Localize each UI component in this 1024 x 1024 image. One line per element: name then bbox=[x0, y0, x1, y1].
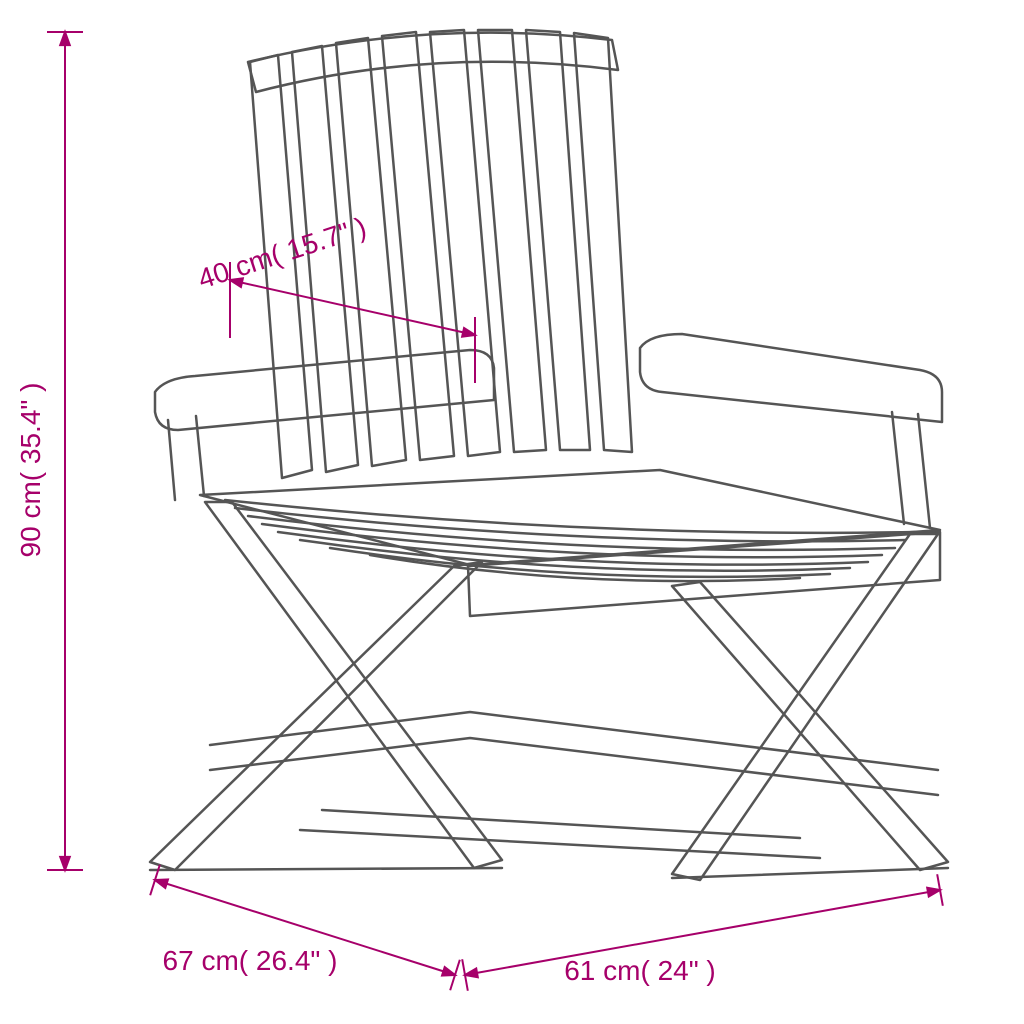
dimension-width: 61 cm( 24" ) bbox=[462, 874, 943, 990]
dimension-depth: 67 cm( 26.4" ) bbox=[150, 865, 460, 991]
dimension-depth-label: 67 cm( 26.4" ) bbox=[163, 945, 338, 976]
dimension-seat-width-label: 40 cm( 15.7" ) bbox=[194, 211, 370, 295]
dimension-width-label: 61 cm( 24" ) bbox=[564, 955, 716, 986]
dimension-seat-width: 40 cm( 15.7" ) bbox=[194, 211, 475, 383]
dimension-height: 90 cm( 35.4" ) bbox=[15, 32, 83, 870]
dimension-height-label: 90 cm( 35.4" ) bbox=[15, 383, 46, 558]
